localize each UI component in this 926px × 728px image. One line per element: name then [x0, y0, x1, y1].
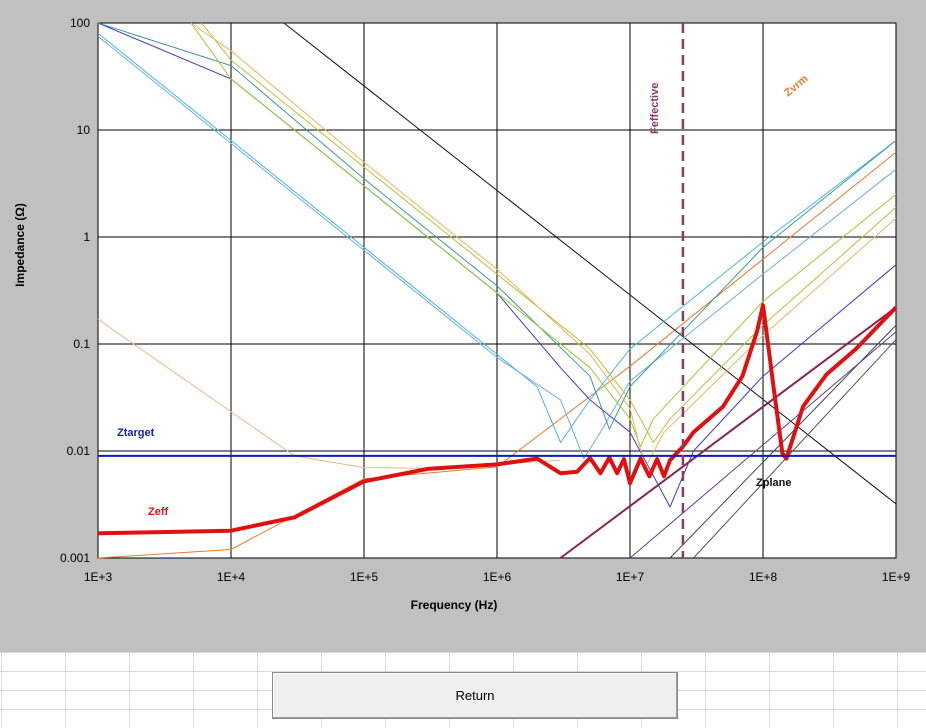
series-zeff-line [97, 303, 898, 536]
plot-border [97, 22, 897, 559]
series-line-3 [559, 306, 897, 559]
x-tick-label: 1E+5 [350, 570, 379, 584]
y-axis-label: Impedance (Ω) [13, 203, 27, 287]
annotation-zeff: Zeff [148, 506, 169, 518]
series-line-11 [190, 22, 897, 469]
y-tick-label: 0.01 [67, 444, 91, 458]
return-button[interactable]: Return [272, 672, 678, 719]
impedance-chart: 1E+3 1E+4 1E+5 1E+6 1E+7 1E+8 1E+9 0.001 0.01 0.1… [13, 16, 911, 612]
x-tick-label: 1E+8 [749, 570, 778, 584]
series-line-6 [97, 33, 897, 443]
annotation-ztarget: Ztarget [117, 427, 155, 439]
x-tick-label: 1E+6 [483, 570, 512, 584]
series-line-9 [190, 22, 897, 448]
series-zvrm-line [97, 151, 897, 559]
series-line-8 [97, 22, 897, 430]
x-axis-label: Frequency (Hz) [411, 598, 498, 612]
series-zplane-line [283, 22, 897, 505]
y-tick-label: 100 [70, 16, 90, 30]
x-tick-label: 1E+3 [84, 570, 113, 584]
series-line-12 [693, 339, 897, 559]
series-line-7 [97, 36, 897, 460]
annotation-feffective: Feffective [649, 83, 661, 134]
series-line-10 [201, 22, 897, 443]
annotation-zplane: Zplane [756, 477, 791, 489]
x-tick-label: 1E+9 [882, 570, 911, 584]
y-tick-label: 1 [83, 230, 90, 244]
x-tick-label: 1E+7 [616, 570, 645, 584]
chart-area: 1E+3 1E+4 1E+5 1E+6 1E+7 1E+8 1E+9 0.001 0.01 0.1… [0, 0, 926, 652]
y-tick-label: 0.001 [60, 551, 90, 565]
x-tick-label: 1E+4 [217, 570, 246, 584]
series-line-14 [629, 331, 897, 559]
y-tick-label: 0.1 [73, 337, 90, 351]
y-tick-label: 10 [77, 123, 91, 137]
